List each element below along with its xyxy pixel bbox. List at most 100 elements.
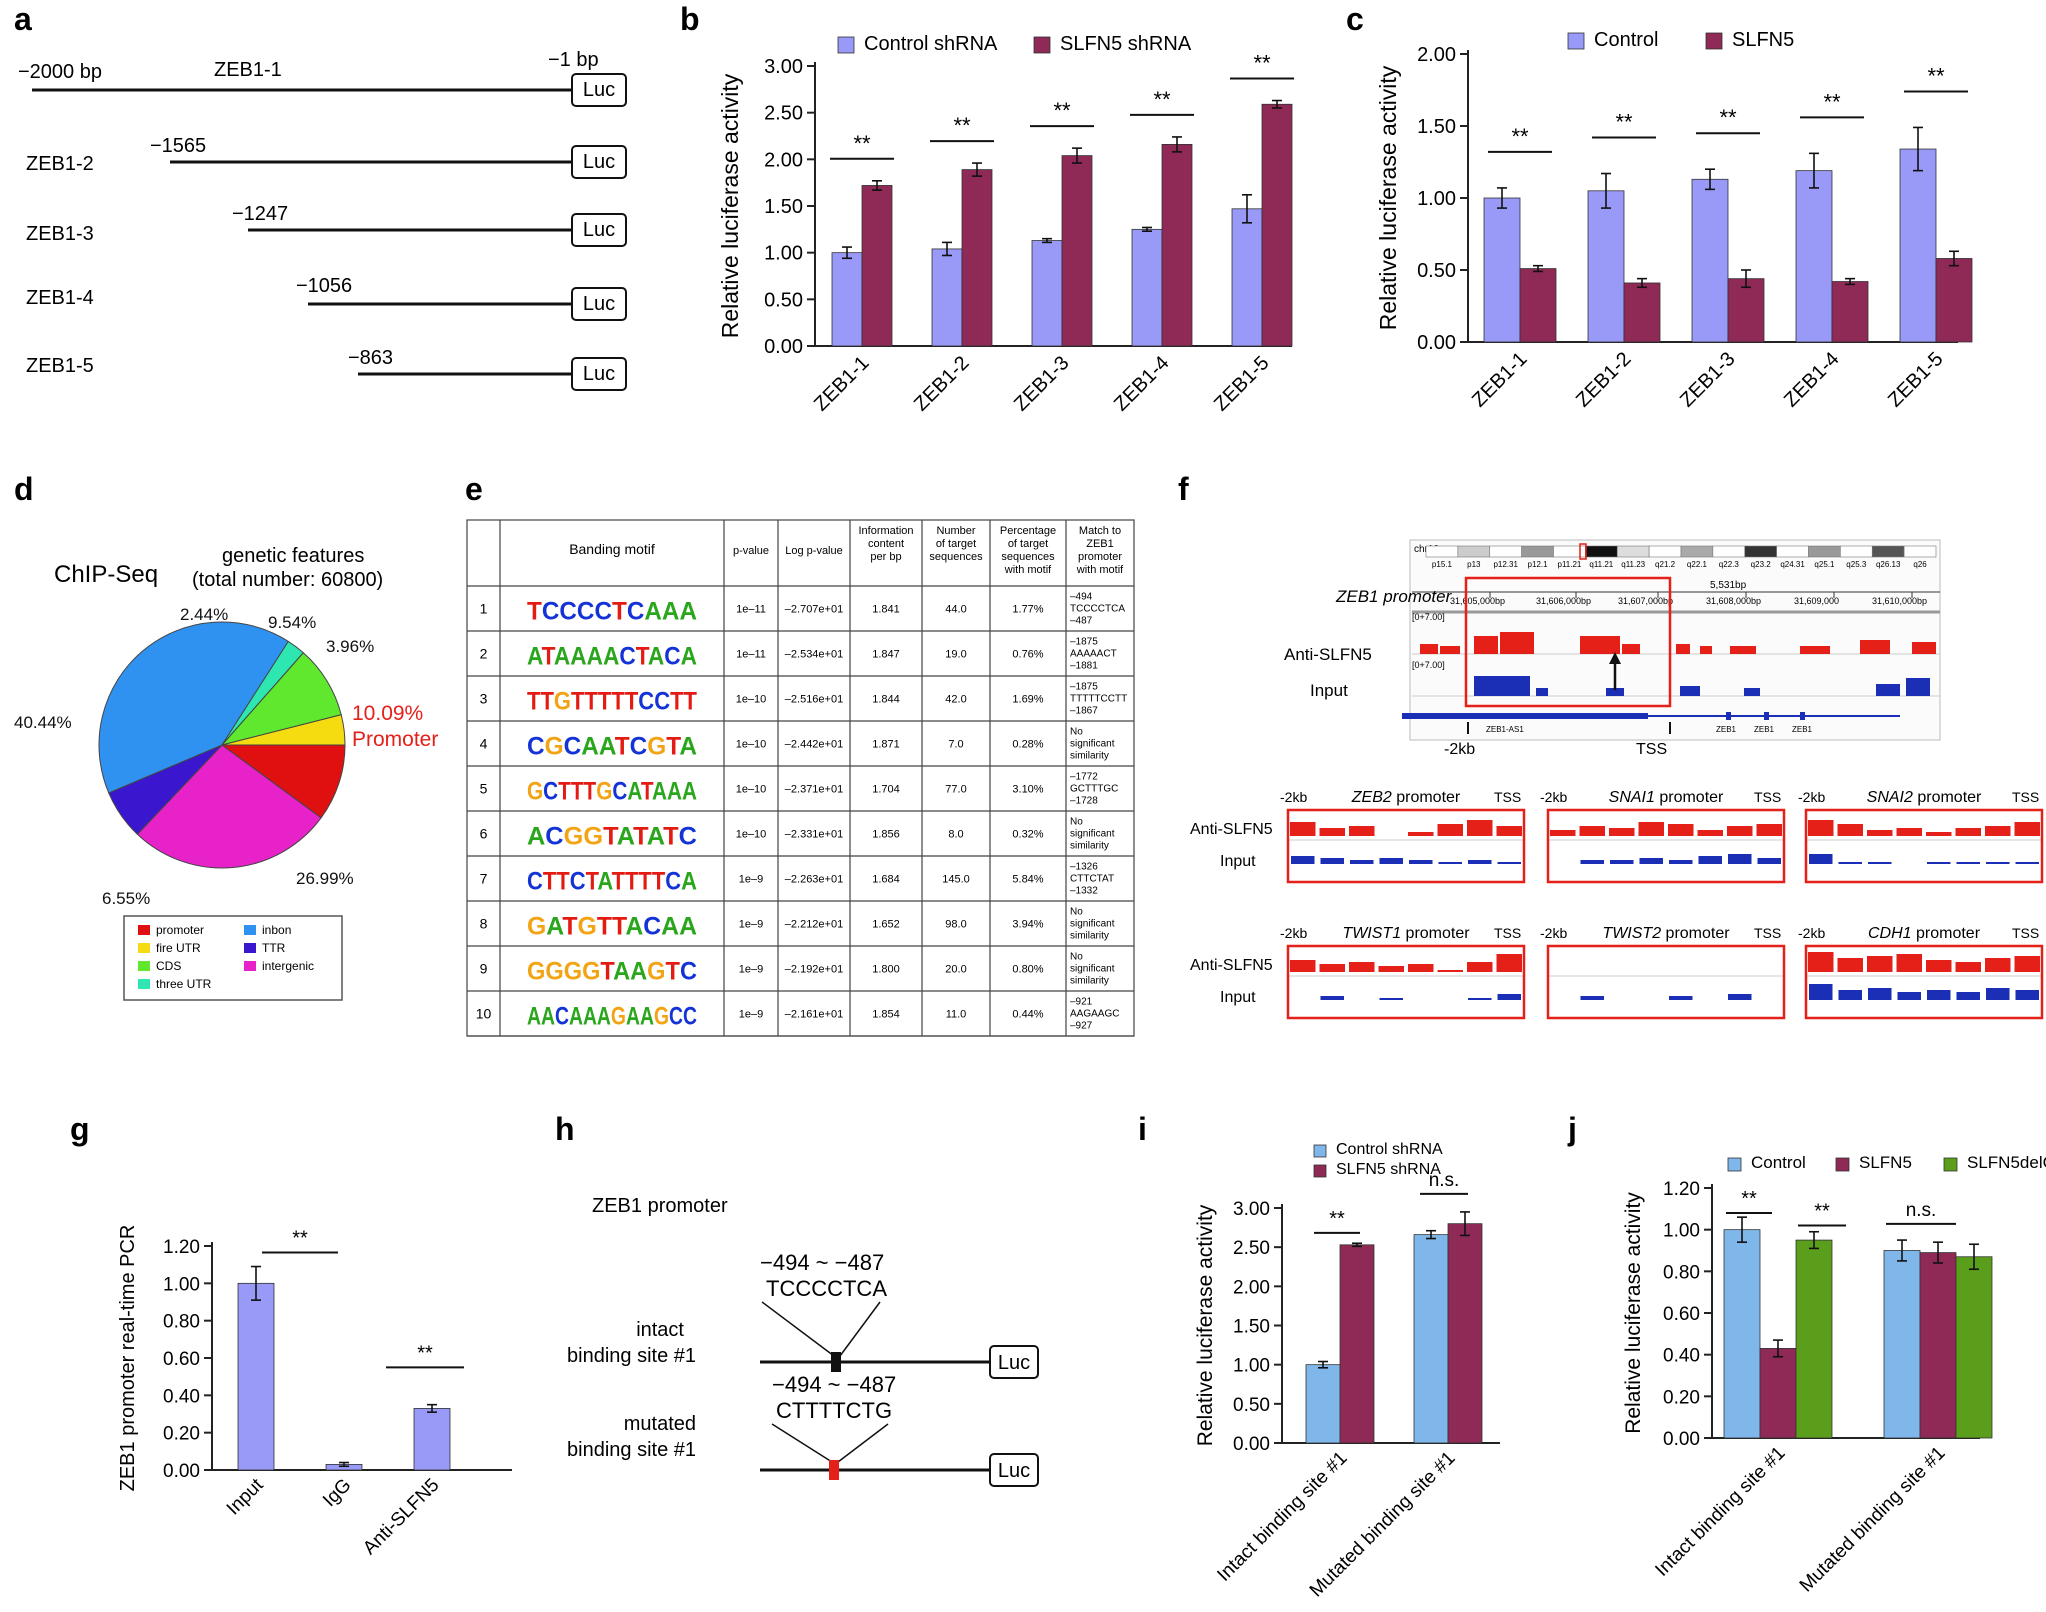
match-line: –494 bbox=[1070, 592, 1093, 603]
significance-label: ** bbox=[1053, 98, 1071, 123]
small-frame bbox=[1546, 944, 1786, 1020]
motif-base: G bbox=[654, 1003, 669, 1031]
small-input-label: Input bbox=[1220, 853, 1256, 870]
ideogram-band-label: q23.2 bbox=[1751, 560, 1772, 569]
y-axis-label: Relative luciferase activity bbox=[1375, 65, 1401, 330]
small-anti-peak bbox=[1496, 826, 1522, 836]
panel-label-g: g bbox=[70, 1111, 90, 1147]
gene-label: ZEB1 bbox=[1716, 725, 1737, 734]
input-peak bbox=[1876, 684, 1900, 696]
y-tick-label: 1.00 bbox=[764, 243, 803, 265]
motif-base: G bbox=[564, 823, 584, 851]
motif-logo: GATGTTACAA bbox=[527, 913, 697, 941]
small-minus2kb: -2kb bbox=[1798, 789, 1825, 805]
y-tick-label: 1.00 bbox=[1663, 1221, 1700, 1242]
motif-base: A bbox=[617, 823, 635, 851]
motif-base: G bbox=[647, 958, 665, 986]
small-title: SNAI1 promoter bbox=[1609, 789, 1724, 806]
motif-base: T bbox=[598, 688, 611, 716]
motif-base: C bbox=[542, 598, 560, 626]
bar bbox=[1623, 282, 1661, 343]
anti-peak bbox=[1440, 646, 1460, 654]
table-header-5: Number of target sequences bbox=[929, 525, 983, 563]
h-mut-label2: binding site #1 bbox=[567, 1439, 696, 1461]
x-tick-label: ZEB1-5 bbox=[1210, 352, 1274, 416]
motif-base: A bbox=[569, 1003, 583, 1031]
small-input-peak bbox=[1350, 860, 1374, 864]
small-input-peak bbox=[1927, 990, 1951, 1000]
table-header-2: p-value bbox=[733, 545, 769, 557]
y-tick-label: 2.00 bbox=[1233, 1277, 1270, 1298]
ideogram-band bbox=[1808, 545, 1841, 558]
bar bbox=[1031, 240, 1063, 347]
bar bbox=[1587, 190, 1625, 343]
small-anti-peak bbox=[1609, 828, 1635, 836]
small-input-peak bbox=[1728, 854, 1752, 864]
small-anti-peak bbox=[1867, 830, 1893, 836]
anti-peak bbox=[1676, 644, 1690, 654]
motif-base: T bbox=[633, 823, 648, 851]
motif-base: T bbox=[597, 913, 612, 941]
luc-box-3 bbox=[571, 213, 627, 247]
luc-box-4 bbox=[571, 287, 627, 321]
bar bbox=[1305, 1364, 1341, 1444]
motif-base: T bbox=[527, 598, 542, 626]
input-peak bbox=[1536, 688, 1548, 696]
motif-base: A bbox=[652, 778, 667, 806]
coord-label: 31,610,000bp bbox=[1872, 596, 1927, 606]
motif-base: G bbox=[545, 733, 564, 761]
bar bbox=[931, 248, 963, 347]
small-input-peak bbox=[1868, 988, 1892, 1000]
big-tracks bbox=[1412, 632, 1940, 697]
y-tick-label: 0.20 bbox=[163, 1424, 200, 1445]
pie-slice bbox=[221, 714, 346, 746]
motif-base: T bbox=[558, 778, 571, 806]
match-line: significant bbox=[1070, 739, 1115, 750]
ideogram-band bbox=[1648, 545, 1682, 558]
coordinate-row: 31,605,000bp 31,606,000bp 31,607,000bp 31,6… bbox=[1412, 591, 1940, 614]
ideogram: p15.1 p13 p12.31 p12.1 p11.21 q11.21 q11.23 q21… bbox=[1425, 543, 1937, 569]
h-mut-site bbox=[829, 1460, 839, 1480]
small-title: ZEB2 promoter bbox=[1351, 789, 1461, 806]
bar bbox=[1831, 281, 1869, 343]
small-input-peak bbox=[1468, 998, 1492, 1000]
construct-end-label: −1 bp bbox=[548, 49, 599, 71]
promoter-match: –1875 AAAAACT –1881 bbox=[1070, 637, 1117, 672]
ideogram-band bbox=[1744, 545, 1777, 558]
row-number: 9 bbox=[480, 961, 488, 977]
ideogram-band bbox=[1457, 545, 1491, 558]
y-tick-label: 1.50 bbox=[764, 196, 803, 218]
motif-base: A bbox=[682, 778, 697, 806]
pie-title: ChIP-Seq bbox=[54, 561, 158, 588]
target-pct: 3.94% bbox=[1012, 919, 1043, 931]
motif-base: A bbox=[581, 733, 599, 761]
bar bbox=[237, 1282, 275, 1471]
pie-slice-label: 10.09% bbox=[352, 702, 423, 725]
significance-label: ** bbox=[1719, 105, 1737, 130]
motif-base: G bbox=[647, 733, 666, 761]
legend-label: Control bbox=[1594, 29, 1658, 51]
y-tick-label: 2.50 bbox=[1233, 1238, 1270, 1259]
y-tick-label: 0.20 bbox=[1663, 1387, 1700, 1408]
motif-logo: TCCCCTCAAA bbox=[527, 598, 697, 626]
target-pct: 0.76% bbox=[1012, 649, 1043, 661]
target-count: 145.0 bbox=[942, 874, 970, 886]
significance-label: ** bbox=[417, 1342, 433, 1364]
target-count: 7.0 bbox=[948, 739, 963, 751]
panel-label-h: h bbox=[555, 1111, 575, 1147]
small-anti-peak bbox=[1319, 964, 1345, 972]
log-p-value: –2.161e+01 bbox=[785, 1009, 843, 1021]
motif-base: C bbox=[527, 733, 545, 761]
p-value: 1e–10 bbox=[736, 784, 767, 796]
small-gene: TWIST1 bbox=[1342, 925, 1401, 942]
bar bbox=[1723, 1229, 1761, 1439]
motif-base: C bbox=[679, 823, 697, 851]
h-mut-label1: mutated bbox=[624, 1413, 696, 1435]
match-line: similarity bbox=[1070, 976, 1109, 987]
pie-legend-label: fire UTR bbox=[156, 941, 201, 955]
legend-swatch bbox=[1033, 36, 1051, 54]
motif-base: T bbox=[584, 688, 597, 716]
small-anti-peak bbox=[1896, 954, 1922, 972]
y-tick-label: 0.00 bbox=[163, 1461, 200, 1482]
bar bbox=[1759, 1348, 1797, 1439]
